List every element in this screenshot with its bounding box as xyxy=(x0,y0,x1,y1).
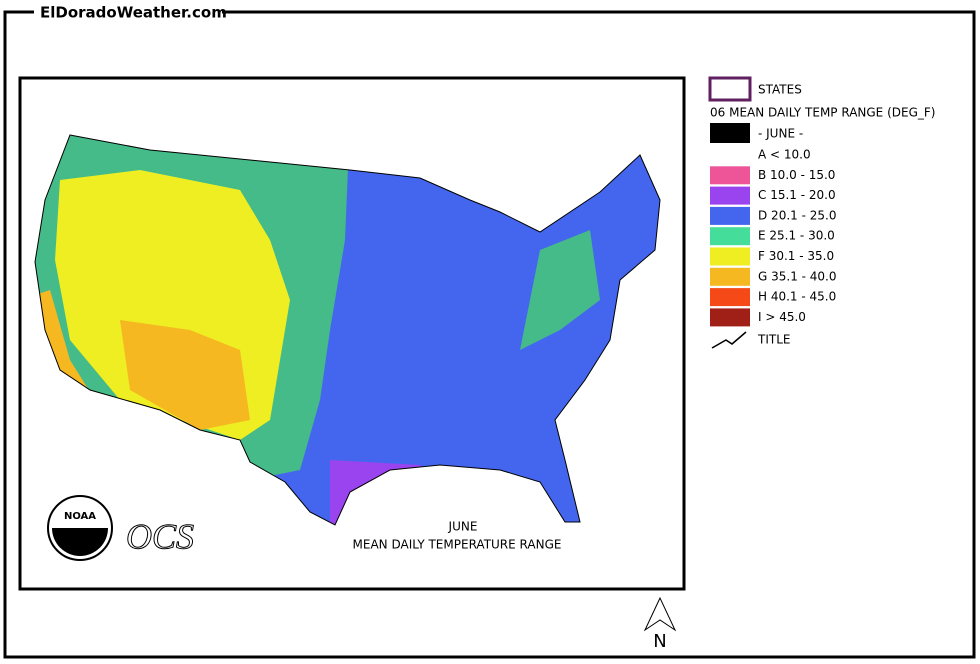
title-backing xyxy=(34,3,222,23)
legend-label: E 25.1 - 30.0 xyxy=(758,229,835,243)
legend-label: A < 10.0 xyxy=(758,148,811,162)
legend-items: A < 10.0 B 10.0 - 15.0 C 15.1 - 20.0 D 20.1… xyxy=(710,146,837,327)
legend-swatch xyxy=(710,267,750,286)
title-icon xyxy=(711,331,747,349)
map-caption-month: JUNE xyxy=(448,520,478,534)
temperature-map xyxy=(35,135,660,525)
us-outline xyxy=(34,134,661,526)
legend-swatch xyxy=(710,308,750,327)
north-arrow xyxy=(643,596,677,632)
legend-label: F 30.1 - 35.0 xyxy=(758,249,834,263)
states-swatch xyxy=(708,76,752,102)
legend-label: B 10.0 - 15.0 xyxy=(758,168,835,182)
legend-swatch xyxy=(710,288,750,307)
legend-label: H 40.1 - 45.0 xyxy=(758,290,836,304)
month-swatch xyxy=(710,123,750,143)
outer-frame xyxy=(3,10,976,659)
legend-label: I > 45.0 xyxy=(758,310,806,324)
legend-swatch xyxy=(710,247,750,266)
legend-swatch xyxy=(710,146,750,164)
legend-month: - JUNE - xyxy=(758,127,803,141)
legend-swatch xyxy=(710,166,750,185)
north-label: N xyxy=(653,631,666,652)
noaa-logo-lower xyxy=(52,528,108,556)
legend-label: D 20.1 - 25.0 xyxy=(758,208,836,222)
logo-text: NOAA xyxy=(64,511,96,522)
site-title: ElDoradoWeather.com xyxy=(40,4,227,22)
map-caption: MEAN DAILY TEMPERATURE RANGE xyxy=(353,538,562,552)
legend-states: STATES xyxy=(758,83,802,97)
legend-label: G 35.1 - 40.0 xyxy=(758,269,837,283)
legend-title-label: TITLE xyxy=(757,333,790,347)
legend-title: 06 MEAN DAILY TEMP RANGE (DEG_F) xyxy=(710,106,935,120)
ocs-logo: OCS xyxy=(126,516,194,556)
legend-swatch xyxy=(710,186,750,205)
legend-swatch xyxy=(710,227,750,246)
legend-label: C 15.1 - 20.0 xyxy=(758,188,836,202)
legend-swatch xyxy=(710,206,750,225)
